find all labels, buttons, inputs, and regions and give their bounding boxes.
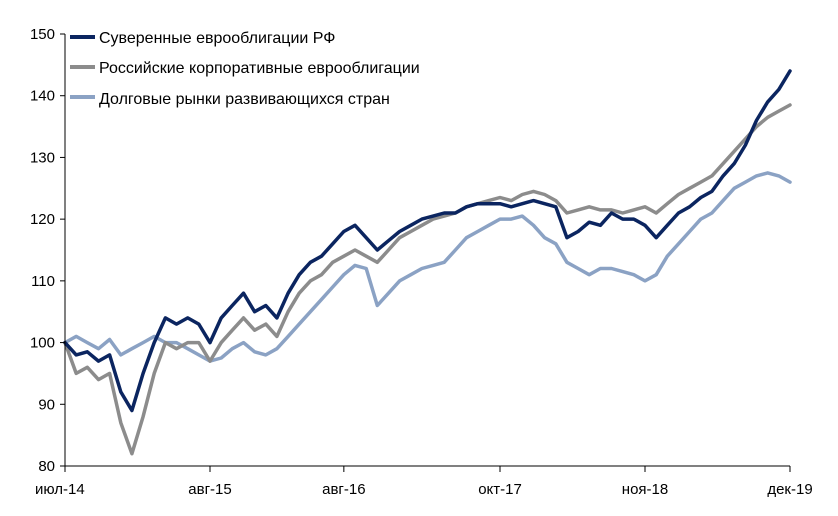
y-ticks: 80 90 100 110 120 130 140 150 [30,26,65,475]
y-tick-label: 100 [30,335,55,352]
y-tick-label: 130 [30,149,55,166]
legend: Суверенные еврооблигации РФ Российские к… [70,30,420,108]
y-tick-label: 150 [30,26,55,43]
series-layer [63,69,792,456]
x-ticks: июл-14 авг-15 авг-16 окт-17 ноя-18 дек-19 [35,466,813,498]
x-tick-label: авг-16 [322,481,365,498]
x-tick-label: ноя-18 [622,481,668,498]
legend-label-corporate: Российские корпоративные еврооблигации [99,60,420,77]
axes [64,34,790,467]
y-tick-label: 110 [31,273,55,290]
x-tick-label: июл-14 [35,481,85,498]
y-tick-label: 90 [38,396,55,413]
legend-item-emerging: Долговые рынки развивающихся стран [70,91,390,108]
y-tick-label: 120 [30,211,55,228]
x-tick-label: авг-15 [188,481,231,498]
legend-item-sovereign: Суверенные еврооблигации РФ [70,30,335,47]
series-line-emerging [63,171,792,363]
legend-label-emerging: Долговые рынки развивающихся стран [99,91,390,108]
x-tick-label: окт-17 [478,481,522,498]
y-tick-label: 80 [38,458,55,475]
y-tick-label: 140 [30,88,55,105]
series-line-corporate [63,103,792,456]
legend-item-corporate: Российские корпоративные еврооблигации [70,60,420,77]
legend-label-sovereign: Суверенные еврооблигации РФ [99,30,335,47]
series-line-sovereign [63,69,792,413]
x-tick-label: дек-19 [767,481,812,498]
